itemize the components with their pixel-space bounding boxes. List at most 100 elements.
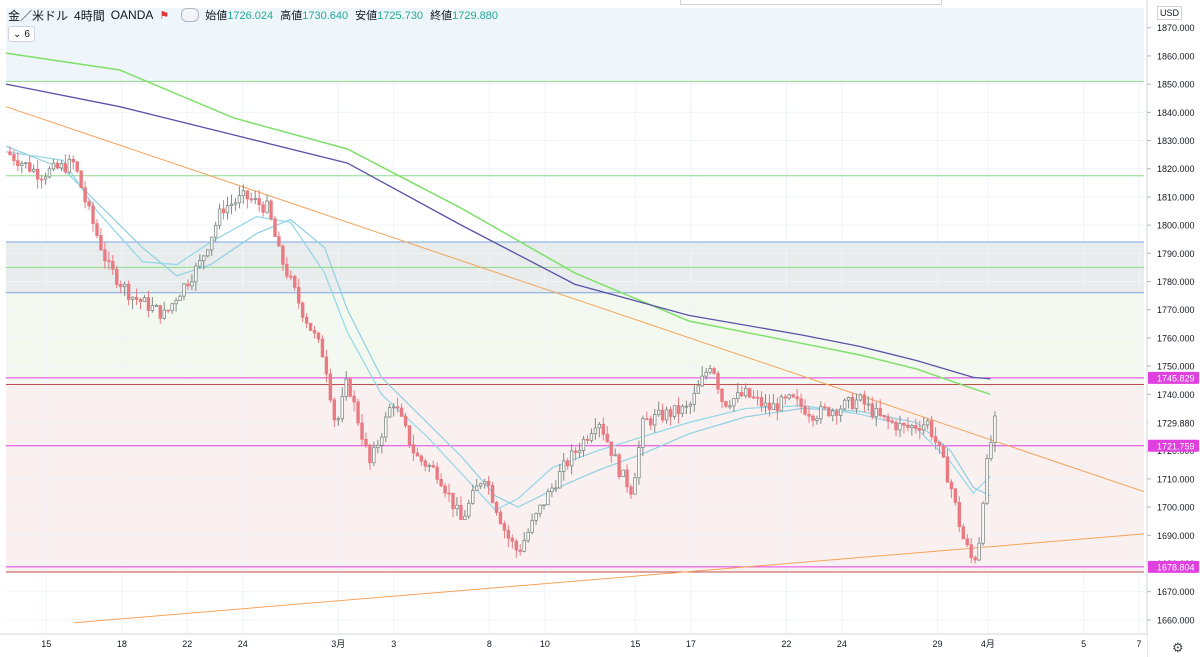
candle-body: [649, 418, 653, 426]
candle-body: [751, 396, 756, 399]
candle-body: [838, 408, 843, 416]
gear-icon[interactable]: ⚙: [1172, 640, 1184, 655]
candle-body: [728, 405, 732, 408]
candle-body: [854, 399, 859, 410]
candle-body: [799, 398, 803, 407]
top-panel-edge: [680, 0, 942, 5]
candle-body: [708, 368, 712, 373]
candle-body: [819, 406, 823, 420]
candle-body: [87, 201, 91, 207]
time-tick-label: 15: [41, 639, 51, 649]
candle-body: [31, 168, 36, 172]
candle-body: [431, 465, 435, 468]
flag-icon[interactable]: ⚑: [159, 9, 170, 22]
candle-body: [771, 403, 776, 410]
candle-body: [217, 208, 222, 226]
candle-body: [498, 512, 503, 525]
candle-body: [395, 406, 400, 409]
time-tick-label: 18: [117, 639, 127, 649]
candle-body: [75, 161, 79, 172]
candle-body: [229, 203, 234, 206]
high-label: 高値: [280, 10, 303, 22]
candle-body: [376, 444, 380, 449]
indicators-toggle[interactable]: ⌄ 6: [8, 26, 35, 42]
candle-body: [486, 480, 491, 486]
candle-body: [55, 162, 60, 169]
candle-body: [585, 438, 590, 441]
time-tick-label: 4月: [981, 639, 995, 649]
candle-body: [399, 407, 404, 417]
time-axis[interactable]: 15 18 22 24 3月 3 8 10 15 17 22 24 29 4月 5 7: [0, 633, 1147, 657]
candle-body: [716, 373, 720, 390]
candle-body: [447, 492, 451, 495]
candle-body: [542, 504, 546, 507]
candle-body: [613, 454, 617, 457]
candle-body: [605, 433, 609, 443]
indicator-count: 6: [24, 28, 30, 40]
candle-body: [692, 392, 696, 405]
level-price-tag: [1148, 560, 1199, 573]
candle-body: [47, 168, 52, 178]
currency-badge[interactable]: USD: [1157, 6, 1183, 20]
candle-body: [625, 469, 629, 488]
candle-body: [463, 515, 467, 520]
symbol-name[interactable]: 金／米ドル: [8, 8, 69, 23]
candle-body: [910, 425, 914, 428]
candle-body: [747, 388, 752, 398]
candle-body: [874, 408, 878, 418]
price-labels: 1745.829 1729.880 1721.759 1678.804: [1148, 371, 1199, 573]
candle-body: [732, 398, 736, 407]
candle-body: [67, 158, 71, 173]
candle-body: [882, 415, 886, 418]
candle-body: [119, 284, 123, 288]
horizontal-levels: [6, 80, 1144, 573]
time-tick-label: 24: [238, 639, 248, 649]
price-axis[interactable]: 1870.000 1860.000 1850.000 1840.000 1830.000…: [1146, 0, 1200, 657]
candle-body: [941, 445, 946, 458]
candles: [8, 146, 997, 564]
chevron-down-icon: ⌄: [13, 28, 22, 40]
candle-body: [601, 423, 606, 435]
low-label: 安値: [355, 10, 378, 22]
candle-body: [704, 371, 708, 377]
time-tick-label: 5: [1081, 639, 1086, 649]
price-tick-label: 1770.000: [1157, 305, 1195, 315]
candle-body: [443, 485, 447, 494]
candle-body: [866, 403, 871, 406]
candle-body: [324, 356, 329, 375]
candle-body: [815, 418, 819, 421]
time-tick-label: 17: [686, 639, 696, 649]
candle-body: [886, 416, 890, 422]
interval-label[interactable]: 4時間: [74, 8, 105, 23]
candle-body: [83, 187, 87, 203]
candle-body: [534, 513, 538, 521]
candle-body: [435, 466, 439, 480]
candle-body: [688, 403, 693, 407]
candle-body: [878, 408, 882, 416]
candle-body: [12, 154, 16, 162]
candle-body: [352, 395, 356, 403]
candle-body: [194, 265, 198, 283]
candle-body: [633, 477, 637, 495]
candle-body: [206, 249, 210, 257]
candle-body: [225, 205, 230, 214]
eye-icon[interactable]: [181, 8, 200, 22]
candle-body: [490, 485, 495, 503]
candle-body: [316, 332, 321, 340]
candle-body: [914, 425, 918, 429]
candle-body: [281, 245, 285, 265]
candle-body: [933, 436, 938, 443]
candle-body: [63, 163, 68, 173]
price-tick-label: 1660.000: [1157, 615, 1195, 625]
candle-body: [621, 469, 625, 478]
candle-body: [538, 504, 542, 514]
candle-body: [475, 485, 479, 491]
candle-body: [103, 249, 107, 262]
candle-body: [107, 260, 111, 263]
candle-body: [566, 460, 570, 467]
price-tick-label: 1810.000: [1157, 192, 1195, 202]
candle-body: [158, 305, 162, 319]
current-price-tag: [1148, 416, 1199, 429]
candle-body: [253, 198, 257, 200]
